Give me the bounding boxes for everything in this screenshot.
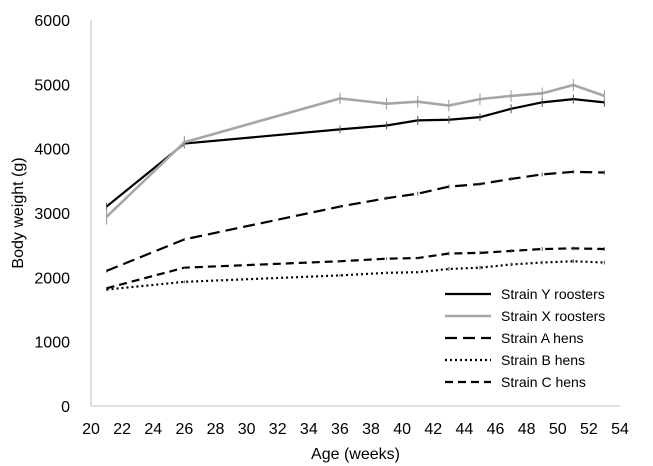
- x-tick-label: 50: [549, 421, 567, 438]
- x-tick-label: 38: [362, 421, 380, 438]
- y-tick-label: 4000: [34, 142, 70, 159]
- x-tick-label: 24: [144, 421, 162, 438]
- x-tick-label: 46: [487, 421, 505, 438]
- series-group: [106, 246, 605, 290]
- x-tick-label: 26: [175, 421, 193, 438]
- x-tick-label: 34: [300, 421, 318, 438]
- legend-label: Strain Y roosters: [501, 286, 605, 302]
- x-tick-label: 40: [393, 421, 411, 438]
- x-tick-label: 30: [238, 421, 256, 438]
- y-tick-label: 6000: [34, 13, 70, 30]
- series-group: [105, 94, 605, 211]
- series-line: [105, 98, 605, 208]
- y-tick-labels: 0 1000 2000 3000 4000 5000 6000: [34, 13, 70, 416]
- x-tick-label: 54: [611, 421, 629, 438]
- x-tick-label: 42: [424, 421, 442, 438]
- y-tick-label: 0: [61, 399, 70, 416]
- legend-label: Strain C hens: [501, 374, 586, 390]
- y-tick-label: 1000: [34, 335, 70, 352]
- y-tick-label: 3000: [34, 206, 70, 223]
- plot-series: [105, 79, 605, 291]
- y-tick-label: 2000: [34, 270, 70, 287]
- legend: Strain Y roosters Strain X roosters Strain…: [445, 286, 605, 390]
- x-tick-label: 36: [331, 421, 349, 438]
- series-group: [105, 79, 605, 225]
- x-tick-labels: 20 22 24 26 28 30 32 34 36 38 40 42 44 46 48 50 52 54: [82, 421, 629, 438]
- y-tick-label: 5000: [34, 77, 70, 94]
- x-tick-label: 20: [82, 421, 100, 438]
- x-tick-label: 52: [580, 421, 598, 438]
- x-axis-title: Age (weeks): [311, 446, 400, 463]
- x-tick-label: 44: [456, 421, 474, 438]
- axes: 0 1000 2000 3000 4000 5000 6000 20 22 24 26 28 30 32…: [34, 13, 629, 438]
- x-tick-label: 48: [518, 421, 536, 438]
- legend-label: Strain B hens: [501, 352, 585, 368]
- series-line: [106, 260, 605, 291]
- x-tick-label: 28: [207, 421, 225, 438]
- series-group: [106, 259, 605, 291]
- legend-label: Strain X roosters: [501, 308, 605, 324]
- series-line: [106, 170, 605, 272]
- legend-label: Strain A hens: [501, 330, 584, 346]
- x-tick-label: 32: [269, 421, 287, 438]
- y-axis-title: Body weight (g): [10, 157, 27, 268]
- x-tick-label: 22: [113, 421, 131, 438]
- series-group: [106, 169, 605, 273]
